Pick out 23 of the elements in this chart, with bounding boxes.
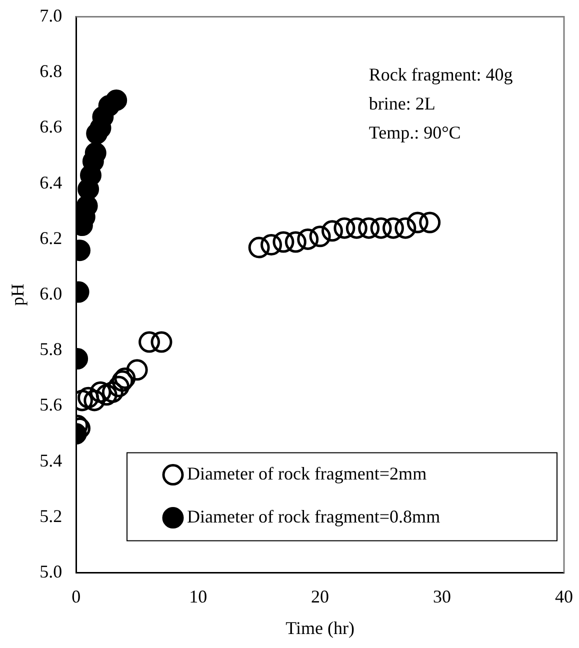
y-tick-label: 5.2 [40, 506, 62, 526]
legend-label: Diameter of rock fragment=0.8mm [187, 506, 440, 527]
annotation: Rock fragment: 40g [368, 64, 513, 85]
y-tick-label: 6.0 [40, 284, 62, 304]
x-axis-title: Time (hr) [286, 618, 354, 638]
y-tick-label: 7.0 [40, 6, 62, 26]
y-axis-title: pH [8, 284, 28, 306]
x-tick-label: 20 [311, 586, 330, 606]
x-tick-label: 0 [72, 586, 81, 606]
y-tick-label: 6.4 [40, 172, 62, 192]
x-tick-label: 10 [189, 586, 208, 606]
y-tick-label: 5.4 [40, 450, 62, 470]
x-tick-label: 30 [433, 586, 452, 606]
x-tick-label: 40 [555, 586, 573, 606]
annotation: Temp.: 90°C [368, 122, 461, 143]
y-tick-label: 6.2 [40, 228, 62, 248]
y-tick-label: 5.6 [40, 394, 62, 415]
y-tick-label: 6.8 [40, 61, 62, 82]
y-tick-label: 6.6 [40, 116, 62, 137]
y-tick-label: 5.8 [40, 339, 62, 360]
legend-label: Diameter of rock fragment=2mm [187, 464, 427, 484]
y-tick-label: 5.0 [40, 562, 62, 582]
annotation: brine: 2L [368, 94, 436, 114]
